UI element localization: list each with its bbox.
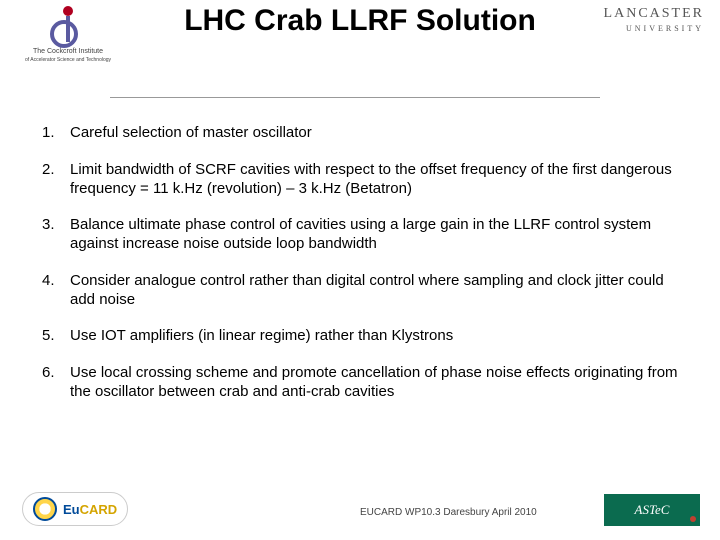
slide-title: LHC Crab LLRF Solution bbox=[180, 4, 540, 39]
lancaster-tagline: UNIVERSITY bbox=[584, 24, 704, 33]
slide: The Cockcroft Institute of Accelerator S… bbox=[0, 0, 720, 540]
list-item: Balance ultimate phase control of caviti… bbox=[42, 216, 678, 254]
slide-body: Careful selection of master oscillator L… bbox=[0, 100, 720, 402]
eucard-text: EuCARD bbox=[63, 502, 117, 517]
header: The Cockcroft Institute of Accelerator S… bbox=[0, 0, 720, 100]
list-item: Limit bandwidth of SCRF cavities with re… bbox=[42, 161, 678, 199]
list-item: Use local crossing scheme and promote ca… bbox=[42, 364, 678, 402]
list-item: Careful selection of master oscillator bbox=[42, 124, 678, 143]
astec-text: ASTeC bbox=[635, 502, 670, 518]
footer: EuCARD EUCARD WP10.3 Daresbury April 201… bbox=[0, 488, 720, 532]
bullet-list: Careful selection of master oscillator L… bbox=[42, 124, 678, 402]
list-item: Consider analogue control rather than di… bbox=[42, 272, 678, 310]
cockcroft-name: The Cockcroft Institute bbox=[18, 48, 118, 55]
cockcroft-logo: The Cockcroft Institute of Accelerator S… bbox=[18, 6, 118, 63]
eucard-logo: EuCARD bbox=[22, 492, 128, 526]
title-underline bbox=[110, 97, 600, 98]
eu-stars-icon bbox=[33, 497, 57, 521]
list-item: Use IOT amplifiers (in linear regime) ra… bbox=[42, 327, 678, 346]
cockcroft-mark-icon bbox=[48, 6, 88, 46]
lancaster-name: LANCASTER bbox=[584, 6, 704, 22]
lancaster-logo: LANCASTER UNIVERSITY bbox=[584, 6, 704, 33]
cockcroft-tagline: of Accelerator Science and Technology bbox=[18, 57, 118, 63]
footer-text: EUCARD WP10.3 Daresbury April 2010 bbox=[360, 507, 537, 518]
astec-logo: ASTeC bbox=[604, 494, 700, 526]
